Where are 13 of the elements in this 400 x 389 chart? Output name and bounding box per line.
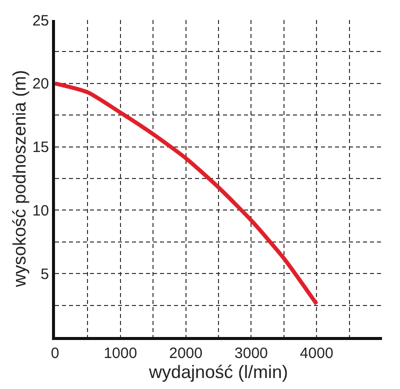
x-tick-label: 1000 xyxy=(104,345,138,362)
x-tick-label: 2000 xyxy=(169,345,202,362)
x-axis-title: wydajność (l/min) xyxy=(148,362,288,382)
x-tick-label: 0 xyxy=(50,345,60,362)
x-tick-label: 3000 xyxy=(234,345,268,362)
y-tick-label: 15 xyxy=(32,139,49,156)
y-axis-title: wysokość podnoszenia (m) xyxy=(10,70,30,288)
y-tick-label: 25 xyxy=(32,12,49,30)
line-series xyxy=(55,81,319,306)
y-tick-label: 10 xyxy=(32,202,49,220)
y-tick-label: 5 xyxy=(40,266,49,283)
x-tick-label: 4000 xyxy=(300,345,334,362)
y-tick-label: 20 xyxy=(32,76,49,93)
